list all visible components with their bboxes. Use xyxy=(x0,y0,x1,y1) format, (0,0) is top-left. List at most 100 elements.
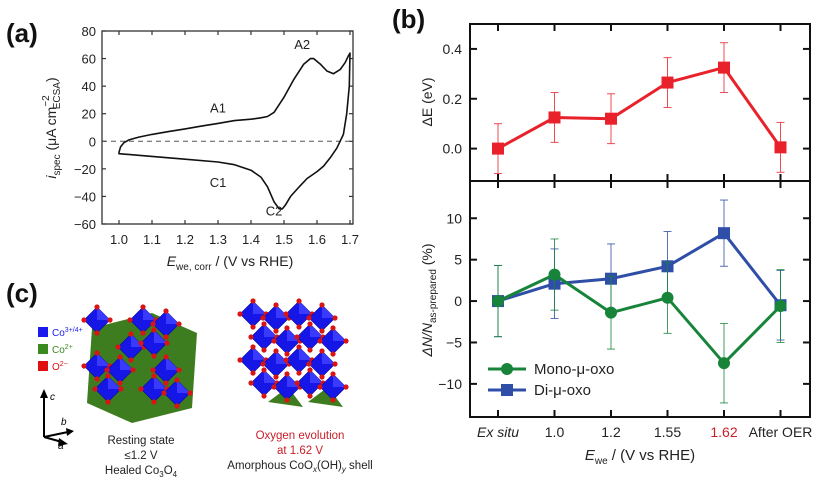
mono-mu-oxo-point xyxy=(774,300,787,313)
y-label-main: ΔN/N xyxy=(419,322,435,357)
x-tick-label: 1.6 xyxy=(308,232,326,247)
oxygen-atom xyxy=(296,298,302,304)
y-label-sup: −2 xyxy=(41,95,52,107)
peak-label-a2: A2 xyxy=(294,37,310,52)
octahedron-face xyxy=(97,307,110,320)
x-tick-label: 1.7 xyxy=(341,232,359,247)
panel-b-bottom-y-label: ΔN/Nas-prepared (%) xyxy=(419,243,439,357)
x-category-label: 1.2 xyxy=(601,424,621,440)
oxygen-atom xyxy=(130,367,136,373)
oxygen-atom xyxy=(151,373,157,379)
y-label-main: i xyxy=(43,175,59,179)
oxygen-atom xyxy=(94,330,100,336)
oxygen-atom xyxy=(138,386,144,392)
delta-e-point xyxy=(605,112,617,125)
legend-label-di: Di-μ-oxo xyxy=(534,382,591,399)
y-tick-label: 0.4 xyxy=(443,41,463,57)
peak-label-c2: C2 xyxy=(266,204,283,219)
delta-e-point xyxy=(718,61,730,74)
oxygen-atom xyxy=(273,348,279,354)
y-label-sub2: ECSA xyxy=(52,82,63,110)
octahedron-face xyxy=(322,305,335,318)
x-category-label: After OER xyxy=(749,424,813,440)
oxygen-atom xyxy=(151,399,157,405)
mono-mu-oxo-point xyxy=(548,268,561,281)
y-tick-label: 0.2 xyxy=(443,91,463,107)
oxygen-atom xyxy=(140,330,146,336)
oxygen-atom xyxy=(138,340,144,346)
oxygen-atom xyxy=(118,386,124,392)
x-tick-label: 1.2 xyxy=(176,232,194,247)
oxygen-atom xyxy=(128,357,134,363)
x-tick-label: 1.5 xyxy=(275,232,293,247)
delta-e-point xyxy=(661,76,674,89)
oxygen-atom xyxy=(296,370,302,376)
x-label-sub: we, corr xyxy=(175,262,212,273)
oxygen-atom xyxy=(296,344,302,350)
panel-b-plot: 0.4 0.2 0.0 10 5 0 −5 −10 Ex situ 1.0 1.2 1.55 1.6… xyxy=(419,23,813,467)
octahedron-face xyxy=(97,353,110,366)
legend-item-mono-mu-oxo: Mono-μ-oxo xyxy=(488,361,614,378)
delta-e-line xyxy=(497,66,782,150)
octahedron-face xyxy=(166,357,179,370)
oxygen-atom xyxy=(343,384,349,390)
oxygen-atom xyxy=(283,357,289,363)
oxygen-atom xyxy=(284,351,290,357)
axis-label-a: a xyxy=(58,441,64,452)
y-label-rest: (%) xyxy=(419,243,435,269)
caption-2-line-2: at 1.62 V xyxy=(277,445,323,457)
octahedron-face xyxy=(333,328,346,341)
delta-e-point xyxy=(774,141,787,154)
crystal-axes-icon: c b a xyxy=(40,389,74,452)
octahedron-face xyxy=(299,301,312,314)
oxygen-atom xyxy=(307,347,313,353)
oxygen-atom xyxy=(176,367,182,373)
caption-oxygen-evolution: Oxygen evolution at 1.62 V Amorphous CoO… xyxy=(227,430,372,474)
x-tick-label: 1.4 xyxy=(242,232,260,247)
oxygen-atom xyxy=(151,327,157,333)
x-label-rest: / (V vs RHE) xyxy=(212,253,294,269)
oxygen-atom xyxy=(92,386,98,392)
oxygen-atom xyxy=(237,311,243,317)
legend-swatch xyxy=(38,344,48,354)
oxygen-atom xyxy=(307,321,313,327)
octahedron-face xyxy=(264,324,277,337)
panel-label-c: (c) xyxy=(6,278,38,308)
oxygen-atom xyxy=(306,361,312,367)
y-tick-label: 5 xyxy=(454,252,462,268)
mono-mu-oxo-point xyxy=(718,357,730,370)
legend-label: Co2+ xyxy=(52,344,73,356)
x-tick-label: 1.3 xyxy=(209,232,227,247)
panel-a-x-axis-label: Ewe, corr / (V vs RHE) xyxy=(167,253,294,273)
mono-mu-oxo-point xyxy=(605,306,617,319)
oxygen-atom xyxy=(261,367,267,373)
oxygen-atom xyxy=(250,324,256,330)
oxygen-atom xyxy=(306,315,312,321)
oxygen-atom xyxy=(330,397,336,403)
oxygen-atom xyxy=(307,367,313,373)
oxygen-atom xyxy=(284,397,290,403)
panel-b-x-axis-label: Ewe / (V vs RHE) xyxy=(585,447,695,467)
delta-e-point xyxy=(492,142,504,155)
oxygen-atom xyxy=(150,321,156,327)
oxygen-atom xyxy=(117,380,123,386)
x-category-label: 1.55 xyxy=(654,424,681,440)
oxygen-atom xyxy=(248,334,254,340)
caption-resting-state: Resting state ≤1.2 V Healed Co3O4 xyxy=(105,435,178,479)
x-label-main: E xyxy=(585,447,596,464)
oxygen-atom xyxy=(273,374,279,380)
y-tick-label: −10 xyxy=(438,376,462,392)
oxygen-atom xyxy=(128,331,134,337)
panel-c-legend: Co3+/4+ Co2+ O2− xyxy=(38,327,83,373)
structure-resting-state xyxy=(81,304,197,423)
oxygen-atom xyxy=(163,308,169,314)
oxygen-atom xyxy=(284,371,290,377)
oxygen-atom xyxy=(250,298,256,304)
oxygen-atom xyxy=(330,351,336,357)
oxygen-atom xyxy=(260,361,266,367)
oxygen-atom xyxy=(319,328,325,334)
caption-1-line-2: ≤1.2 V xyxy=(124,450,157,462)
oxygen-atom xyxy=(273,302,279,308)
x-label-main: E xyxy=(167,253,177,269)
